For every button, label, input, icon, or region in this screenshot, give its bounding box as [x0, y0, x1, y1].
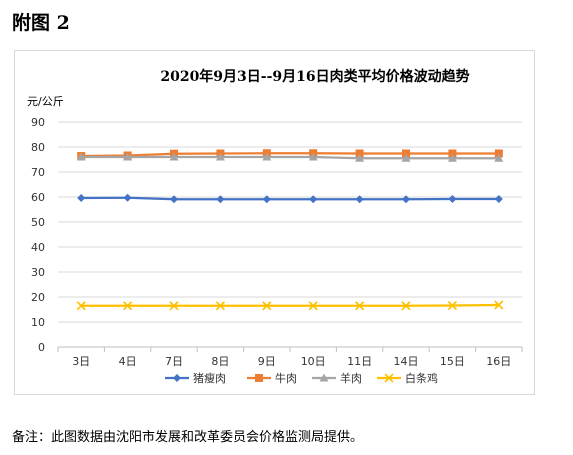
- data-point: [215, 152, 225, 161]
- legend: 猪瘦肉 牛肉 羊肉 白条鸡: [165, 371, 438, 385]
- y-axis-unit-label: 元/公斤: [27, 95, 64, 108]
- data-point: [123, 301, 133, 311]
- series-line: [81, 152, 499, 158]
- y-tick-label: 20: [31, 291, 45, 304]
- y-tick-labels: 0 10 20 30 40 50 60 70 80 90: [31, 116, 45, 354]
- x-tick-label: 10日: [301, 355, 326, 368]
- x-tick-labels: 3日 4日 7日 8日 9日 10日 11日 14日 15日 16日: [72, 355, 511, 368]
- legend-label: 牛肉: [275, 371, 297, 385]
- data-point: [77, 194, 86, 202]
- marker-stroke: [76, 301, 86, 311]
- y-tick-label: 0: [38, 341, 45, 354]
- data-point: [448, 195, 457, 203]
- data-point: [402, 195, 410, 204]
- x-tick-label: 3日: [72, 355, 90, 368]
- data-point: [494, 149, 503, 158]
- y-tick-label: 30: [31, 266, 45, 279]
- series-line: [81, 196, 499, 201]
- series-4: [76, 300, 504, 311]
- data-point: [262, 301, 272, 311]
- legend-swatch-marker: [255, 374, 263, 382]
- data-point: [308, 301, 318, 311]
- data-point: [355, 153, 365, 162]
- marker-stroke: [447, 300, 457, 311]
- series-3: [76, 152, 504, 162]
- footnote: 备注：此图数据由沈阳市发展和改革委员会价格监测局提供。: [12, 430, 364, 445]
- marker-stroke: [169, 301, 179, 311]
- data-point: [494, 195, 503, 203]
- y-tick-label: 40: [31, 241, 45, 254]
- series-lines: [76, 149, 504, 311]
- y-tick-label: 70: [31, 166, 45, 179]
- marker-stroke: [262, 301, 272, 311]
- data-point: [355, 301, 365, 311]
- legend-label: 羊肉: [340, 371, 362, 385]
- y-tick-label: 50: [31, 216, 45, 229]
- y-tick-label: 90: [31, 116, 45, 129]
- legend-label: 白条鸡: [405, 371, 438, 385]
- marker-stroke: [123, 301, 133, 311]
- data-point: [402, 149, 410, 158]
- data-point: [76, 301, 86, 311]
- legend-swatch-marker: [384, 373, 394, 383]
- data-point: [123, 152, 133, 161]
- x-tick-label: 11日: [347, 355, 372, 368]
- data-point: [216, 195, 225, 204]
- legend-item: 白条鸡: [377, 371, 438, 385]
- x-tick-label: 8日: [211, 355, 229, 368]
- data-point: [448, 149, 457, 158]
- data-point: [447, 153, 457, 162]
- data-point: [170, 195, 178, 204]
- data-point: [76, 152, 86, 161]
- data-point: [215, 301, 225, 311]
- y-tick-label: 60: [31, 191, 45, 204]
- y-tick-label: 80: [31, 141, 45, 154]
- data-point: [169, 301, 179, 311]
- legend-item: 羊肉: [312, 371, 362, 385]
- legend-item: 牛肉: [247, 371, 297, 385]
- y-tick-label: 10: [31, 316, 45, 329]
- data-point: [308, 152, 318, 161]
- x-tick-label: 9日: [258, 355, 276, 368]
- data-point: [401, 153, 411, 162]
- x-tick-label: 16日: [486, 355, 511, 368]
- chart-title: 2020年9月3日--9月16日肉类平均价格波动趋势: [160, 68, 469, 85]
- marker-stroke: [401, 301, 411, 311]
- marker-stroke: [384, 373, 394, 383]
- data-point: [123, 193, 132, 202]
- legend-item: 猪瘦肉: [165, 371, 226, 385]
- data-point: [355, 195, 364, 204]
- legend-label: 猪瘦肉: [193, 371, 226, 385]
- line-chart: 2020年9月3日--9月16日肉类平均价格波动趋势 元/公斤 0 10 20 30 4…: [27, 68, 523, 385]
- series-1: [77, 193, 503, 204]
- data-point: [309, 195, 318, 204]
- marker-stroke: [494, 300, 504, 310]
- marker-stroke: [215, 301, 225, 311]
- figure-label: 附图 2: [12, 12, 70, 34]
- data-point: [355, 149, 364, 158]
- legend-swatch-marker: [319, 373, 329, 382]
- x-tick-label: 7日: [165, 355, 183, 368]
- data-point: [401, 301, 411, 311]
- data-point: [494, 153, 504, 162]
- data-point: [494, 300, 504, 310]
- x-tick-label: 15日: [440, 355, 465, 368]
- x-tick-label: 4日: [119, 355, 137, 368]
- series-line: [81, 155, 499, 160]
- data-point: [262, 195, 271, 204]
- data-point: [169, 152, 179, 161]
- data-point: [262, 152, 272, 161]
- chart-frame: 2020年9月3日--9月16日肉类平均价格波动趋势 元/公斤 0 10 20 30 4…: [14, 50, 535, 395]
- data-point: [447, 300, 457, 311]
- series-line: [81, 303, 499, 307]
- legend-swatch-marker: [173, 374, 181, 382]
- x-tick-label: 14日: [394, 355, 419, 368]
- marker-stroke: [308, 301, 318, 311]
- marker-stroke: [355, 301, 365, 311]
